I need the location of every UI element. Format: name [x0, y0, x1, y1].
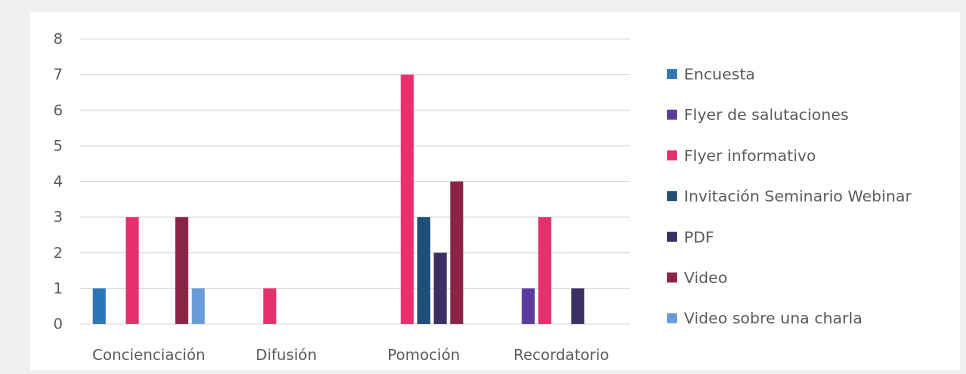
x-axis-ticks: Concienciación Difusión Pomoción Recordator…	[92, 346, 609, 364]
bar-flyer-informativo-recordatorio	[538, 217, 552, 324]
bar-flyer-informativo-difusion	[263, 288, 277, 324]
y-tick-label: 1	[53, 279, 63, 297]
legend-label: Video	[684, 269, 727, 287]
legend-label: PDF	[684, 228, 714, 246]
bar-flyer-informativo-pomocion	[400, 74, 414, 324]
y-tick-label: 3	[53, 208, 63, 226]
legend-label: Encuesta	[684, 66, 755, 84]
y-axis-ticks: 0 1 2 3 4 5 6 7 8	[53, 30, 63, 333]
x-tick-label: Concienciación	[92, 346, 205, 364]
x-tick-label: Difusión	[256, 346, 317, 364]
bar-flyer-de-salutaciones-recordatorio	[521, 288, 535, 324]
x-tick-label: Pomoción	[387, 346, 460, 364]
y-tick-label: 2	[53, 244, 63, 262]
bar-invitacion-seminario-webinar-pomocion	[417, 217, 431, 324]
legend: Encuesta Flyer de salutaciones Flyer infor…	[667, 66, 912, 328]
legend-swatch	[667, 272, 677, 283]
legend-swatch	[667, 109, 677, 120]
legend-item: Video	[667, 269, 727, 287]
y-tick-label: 7	[53, 66, 63, 84]
bar-pdf-recordatorio	[571, 288, 585, 324]
y-tick-label: 8	[53, 30, 63, 48]
bar-video-pomocion	[450, 181, 464, 324]
legend-label: Flyer informativo	[684, 147, 816, 165]
bars	[92, 74, 585, 324]
y-tick-label: 6	[53, 101, 63, 119]
gridlines	[80, 38, 630, 325]
legend-swatch	[667, 150, 677, 161]
legend-item: Invitación Seminario Webinar	[667, 188, 912, 206]
y-tick-label: 5	[53, 137, 63, 155]
legend-item: PDF	[667, 228, 714, 246]
bar-video-sobre-una-charla-concienciacion	[191, 288, 205, 324]
bar-video-concienciacion	[175, 217, 189, 324]
legend-swatch	[667, 313, 677, 324]
legend-label: Video sobre una charla	[684, 310, 862, 328]
legend-item: Flyer de salutaciones	[667, 106, 849, 124]
bar-encuesta-concienciacion	[92, 288, 106, 324]
y-tick-label: 4	[53, 173, 63, 191]
legend-swatch	[667, 231, 677, 242]
legend-item: Encuesta	[667, 66, 755, 84]
legend-label: Invitación Seminario Webinar	[684, 188, 912, 206]
legend-swatch	[667, 69, 677, 79]
legend-swatch	[667, 191, 677, 202]
bar-pdf-pomocion	[433, 252, 447, 324]
x-tick-label: Recordatorio	[513, 346, 609, 364]
legend-label: Flyer de salutaciones	[684, 106, 849, 124]
y-tick-label: 0	[53, 315, 63, 333]
legend-item: Flyer informativo	[667, 147, 816, 165]
bar-flyer-informativo-concienciacion	[125, 217, 139, 324]
legend-item: Video sobre una charla	[667, 310, 862, 328]
